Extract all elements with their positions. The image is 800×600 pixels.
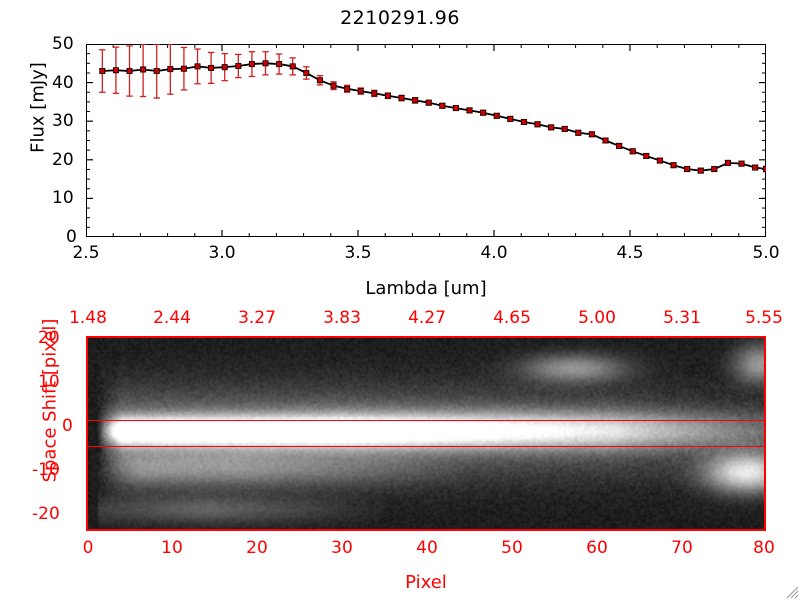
pixel-tick-40: 40 bbox=[416, 538, 438, 558]
extraction-band-upper bbox=[88, 420, 764, 421]
page-title: 2210291.96 bbox=[340, 7, 460, 29]
y-tick-40: 40 bbox=[52, 72, 74, 93]
y-tick-30: 30 bbox=[52, 111, 74, 132]
y-tick-10: 10 bbox=[52, 188, 74, 209]
y-tick-0: 0 bbox=[66, 227, 77, 247]
spectrum-x-axis-label: Lambda [um] bbox=[365, 278, 487, 299]
x-tick-4p5: 4.5 bbox=[616, 243, 644, 263]
pixel-tick-60: 60 bbox=[586, 538, 608, 558]
lambda-tick-2: 3.27 bbox=[238, 308, 276, 328]
x-tick-4p0: 4.0 bbox=[480, 243, 508, 263]
lambda-tick-1: 2.44 bbox=[153, 308, 191, 328]
trace-y-axis-label: Space Shift [pixel] bbox=[39, 318, 61, 483]
x-tick-2p5: 2.5 bbox=[72, 243, 100, 263]
extraction-band-lower bbox=[88, 446, 764, 447]
lambda-tick-0: 1.48 bbox=[69, 308, 107, 328]
spectrum-plot-canvas bbox=[86, 44, 766, 237]
spectrum-panel: 2210291.96 50 40 30 20 10 0 2.5 3.0 3.5 … bbox=[27, 7, 780, 299]
shift-tick-10: 10 bbox=[38, 372, 60, 392]
shift-tick-0: 0 bbox=[62, 416, 73, 436]
x-tick-5p0: 5.0 bbox=[752, 243, 780, 263]
shift-tick-neg20: -20 bbox=[32, 504, 60, 524]
pixel-tick-70: 70 bbox=[671, 538, 693, 558]
trace-x-axis-label: Pixel bbox=[405, 572, 447, 593]
trace-image-canvas bbox=[88, 338, 764, 529]
y-tick-20: 20 bbox=[52, 149, 74, 170]
pixel-tick-20: 20 bbox=[246, 538, 268, 558]
shift-tick-20: 20 bbox=[38, 328, 60, 348]
spectrum-plot-frame bbox=[86, 44, 766, 237]
lambda-tick-5: 4.65 bbox=[493, 308, 531, 328]
pixel-tick-80: 80 bbox=[753, 538, 775, 558]
lambda-tick-7: 5.31 bbox=[663, 308, 701, 328]
lambda-tick-4: 4.27 bbox=[408, 308, 446, 328]
resize-grip-icon[interactable] bbox=[785, 585, 799, 599]
lambda-tick-6: 5.00 bbox=[578, 308, 616, 328]
lambda-tick-3: 3.83 bbox=[323, 308, 361, 328]
trace-image[interactable] bbox=[86, 336, 766, 531]
shift-tick-neg10: -10 bbox=[32, 460, 60, 480]
x-tick-3p5: 3.5 bbox=[344, 243, 372, 263]
pixel-tick-50: 50 bbox=[501, 538, 523, 558]
trace-image-panel: 1.48 2.44 3.27 3.83 4.27 4.65 5.00 5.31 … bbox=[0, 300, 800, 600]
pixel-tick-0: 0 bbox=[82, 538, 94, 558]
pixel-tick-10: 10 bbox=[161, 538, 183, 558]
y-tick-50: 50 bbox=[52, 34, 74, 54]
lambda-tick-8: 5.55 bbox=[745, 308, 783, 328]
spectrum-y-axis-label: Flux [mJy] bbox=[27, 62, 49, 153]
pixel-tick-30: 30 bbox=[331, 538, 353, 558]
x-tick-3p0: 3.0 bbox=[208, 243, 236, 263]
